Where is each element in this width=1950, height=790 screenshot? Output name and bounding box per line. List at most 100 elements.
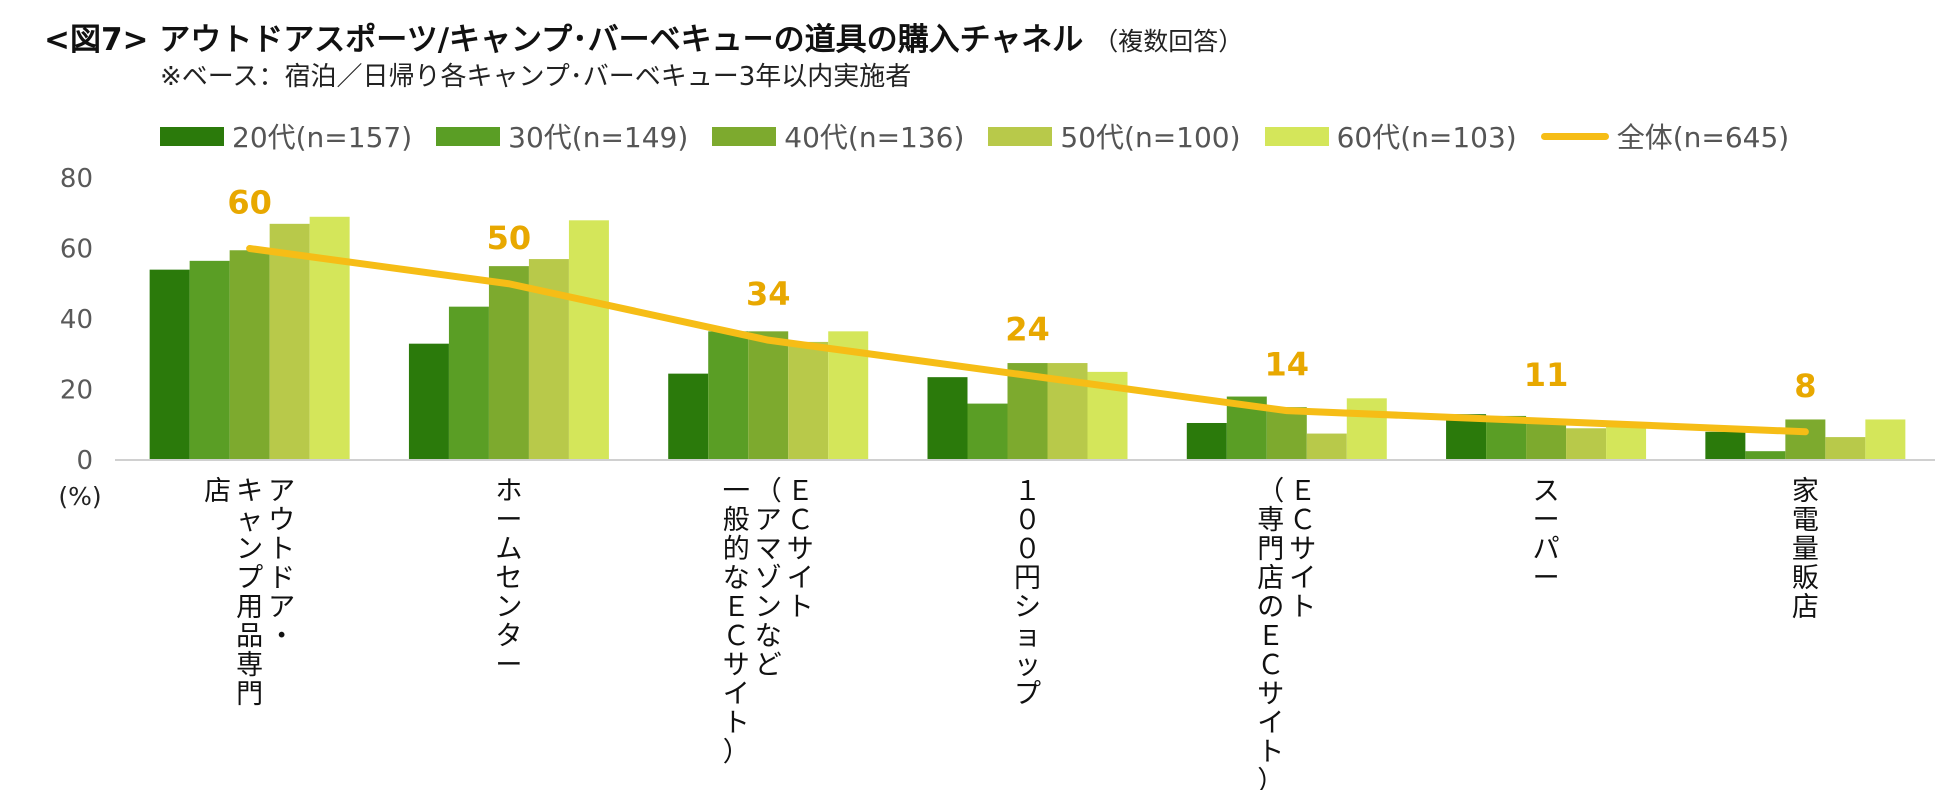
bar-50s-cat1 <box>269 223 310 460</box>
category-label-char: ホ <box>495 476 522 507</box>
category-label-char: 専 <box>1257 505 1284 536</box>
legend-label: 60代(n=103) <box>1336 121 1517 154</box>
category-label-char: 店 <box>1257 563 1284 594</box>
category-label-char: ど <box>755 650 782 681</box>
category-label-char: Ｃ <box>723 621 750 652</box>
category-label-line: （専門店のＥＣサイト） <box>1257 476 1284 790</box>
category-label-char: 販 <box>1792 563 1819 594</box>
category-label-char: イ <box>723 679 750 710</box>
category-label-char: 門 <box>236 679 263 710</box>
category-label-char: Ｃ <box>787 505 814 536</box>
category-label-char: 品 <box>236 621 263 652</box>
category-label-char: ト <box>1257 737 1284 768</box>
chart-title-main: <図7> アウトドアスポーツ/キャンプ･バーベキューの道具の購入チャネル <box>44 22 1084 58</box>
category-label-char: ー <box>1533 563 1560 594</box>
category-label-char: サ <box>787 534 814 565</box>
category-label-char: サ <box>723 650 750 681</box>
category-label-char: プ <box>236 563 263 594</box>
legend: 20代(n=157) 30代(n=149) 40代(n=136) 50代(n=100)… <box>160 116 1813 156</box>
category-label-char: ン <box>495 592 522 623</box>
category-label-char: 専 <box>236 650 263 681</box>
category-label-char: プ <box>1014 679 1041 710</box>
category-label-char: １ <box>1014 476 1041 507</box>
bar-60s-cat7 <box>1865 419 1906 460</box>
bar-50s-cat3 <box>788 341 829 460</box>
bar-50s-cat5 <box>1306 433 1347 460</box>
category-label-char: 用 <box>236 592 263 623</box>
category-label-char: Ｅ <box>787 476 814 507</box>
category-label-char: ） <box>1257 766 1284 790</box>
category-label-line: ホームセンター <box>495 476 522 681</box>
legend-item-20s: 20代(n=157) <box>160 116 412 156</box>
legend-label: 40代(n=136) <box>784 121 965 154</box>
category-label-char: ム <box>495 534 522 565</box>
category-label-char: マ <box>755 534 782 565</box>
category-label-char: ャ <box>236 505 263 536</box>
bar-60s-cat5 <box>1346 398 1387 460</box>
category-label-char: シ <box>1014 592 1041 623</box>
bar-20s-cat4 <box>927 377 968 460</box>
category-label-char: ー <box>1533 505 1560 536</box>
legend-line-swatch <box>1540 132 1609 140</box>
bar-40s-cat2 <box>488 266 529 460</box>
bar-60s-cat1 <box>309 216 350 460</box>
legend-item-30s: 30代(n=149) <box>436 116 688 156</box>
category-label-char: 店 <box>204 476 231 507</box>
category-label-char: ト <box>268 534 295 565</box>
bar-30s-cat1 <box>189 260 230 460</box>
category-label-line: １００円ショップ <box>1014 476 1041 710</box>
legend-swatch <box>712 126 777 146</box>
category-label-char: ア <box>268 476 295 507</box>
line-data-label: 8 <box>1794 367 1816 405</box>
bar-40s-cat5 <box>1266 407 1307 460</box>
category-label-char: ・ <box>268 621 295 652</box>
category-label-char: ス <box>1533 476 1560 507</box>
category-label-char: 門 <box>1257 534 1284 565</box>
line-data-label: 11 <box>1524 356 1569 394</box>
category-label-char: ア <box>755 505 782 536</box>
category-label-char: ウ <box>268 505 295 536</box>
category-label-line: キャンプ用品専門 <box>236 476 263 710</box>
legend-swatch <box>1264 126 1329 146</box>
y-tick-label: 0 <box>76 446 93 476</box>
bar-40s-cat1 <box>229 250 270 460</box>
legend-swatch <box>436 126 501 146</box>
y-axis-unit: (%) <box>58 482 101 511</box>
base-note: ※ベース：宿泊／日帰り各キャンプ･バーベキュー3年以内実施者 <box>160 62 912 92</box>
category-label-char: ０ <box>1014 505 1041 536</box>
bar-60s-cat2 <box>568 220 609 460</box>
category-label-line: スーパー <box>1533 476 1560 594</box>
category-label-char: 店 <box>1792 592 1819 623</box>
category-label-line: 家電量販店 <box>1792 476 1819 623</box>
bar-40s-cat3 <box>748 331 789 460</box>
category-label-char: 的 <box>723 534 750 565</box>
legend-swatch <box>988 126 1053 146</box>
y-tick-label: 40 <box>60 305 93 335</box>
category-label-char: イ <box>787 563 814 594</box>
category-label-char: な <box>755 621 782 652</box>
category-label-char: サ <box>1289 534 1316 565</box>
category-label-char: ー <box>495 505 522 536</box>
category-label-char: Ｅ <box>1257 621 1284 652</box>
category-label-char: ン <box>236 534 263 565</box>
category-label-char: 量 <box>1792 534 1819 565</box>
category-label-char: ト <box>1289 592 1316 623</box>
bar-30s-cat2 <box>448 306 489 460</box>
legend-item-40s: 40代(n=136) <box>712 116 964 156</box>
legend-item-50s: 50代(n=100) <box>988 116 1241 156</box>
category-label-char: ッ <box>1014 650 1041 681</box>
category-label-char: ョ <box>1014 621 1041 652</box>
category-label-char: キ <box>236 476 263 507</box>
category-label-char: 電 <box>1792 505 1819 536</box>
category-label-line: ＥＣサイト <box>1289 476 1316 623</box>
category-label-char: ー <box>495 650 522 681</box>
bar-40s-cat6 <box>1526 422 1567 460</box>
line-data-label: 50 <box>487 219 532 257</box>
legend-swatch <box>160 126 224 146</box>
category-label-line: ＥＣサイト <box>787 476 814 623</box>
legend-label: 全体(n=645) <box>1616 121 1790 154</box>
bar-40s-cat7 <box>1785 419 1826 460</box>
bar-50s-cat6 <box>1566 428 1607 460</box>
category-label-char: ゾ <box>755 563 782 594</box>
legend-label: 30代(n=149) <box>508 121 689 154</box>
